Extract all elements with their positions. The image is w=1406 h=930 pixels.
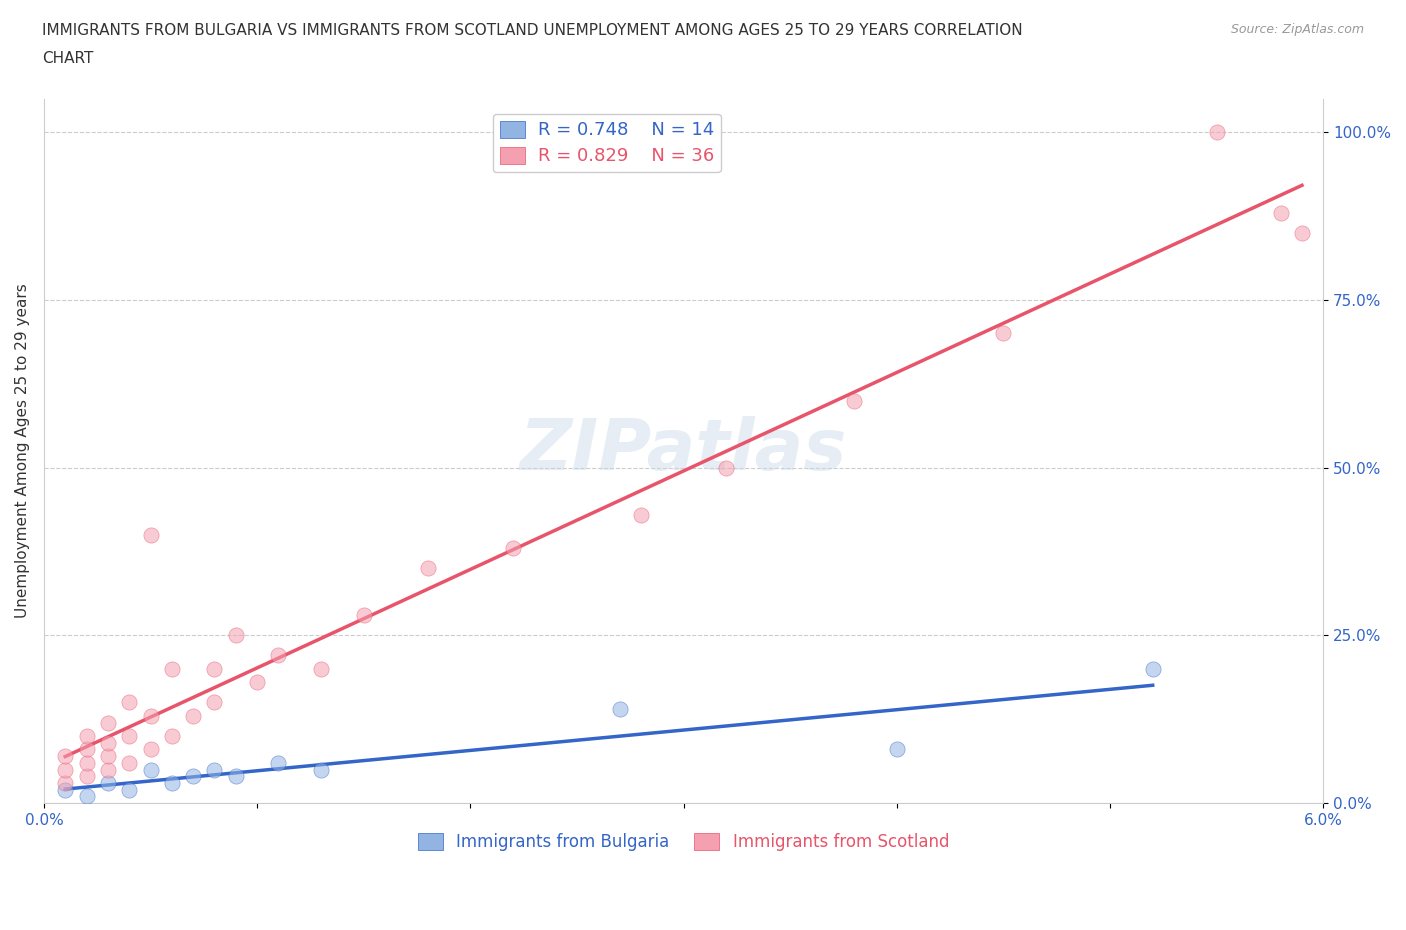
Point <box>53 782 76 797</box>
Point <box>246 675 269 690</box>
Point <box>309 661 332 676</box>
Point <box>225 628 247 643</box>
Point <box>204 661 226 676</box>
Point <box>118 695 141 710</box>
Point <box>225 769 247 784</box>
Point <box>97 762 120 777</box>
Point <box>1291 225 1313 240</box>
Point <box>993 326 1015 341</box>
Text: Source: ZipAtlas.com: Source: ZipAtlas.com <box>1230 23 1364 36</box>
Point <box>844 393 866 408</box>
Point <box>160 776 183 790</box>
Point <box>118 728 141 743</box>
Point <box>76 769 98 784</box>
Point <box>76 755 98 770</box>
Point <box>502 540 524 555</box>
Point <box>1142 661 1164 676</box>
Point <box>416 561 439 576</box>
Point <box>1270 206 1292 220</box>
Point <box>160 661 183 676</box>
Point <box>53 776 76 790</box>
Point <box>139 762 162 777</box>
Point <box>139 709 162 724</box>
Point <box>353 608 375 623</box>
Point <box>267 755 290 770</box>
Point <box>97 776 120 790</box>
Point <box>204 762 226 777</box>
Point <box>97 749 120 764</box>
Point <box>53 749 76 764</box>
Point <box>118 755 141 770</box>
Point <box>118 782 141 797</box>
Point <box>97 715 120 730</box>
Point <box>181 709 204 724</box>
Text: CHART: CHART <box>42 51 94 66</box>
Y-axis label: Unemployment Among Ages 25 to 29 years: Unemployment Among Ages 25 to 29 years <box>15 284 30 618</box>
Point <box>204 695 226 710</box>
Point <box>309 762 332 777</box>
Text: ZIPatlas: ZIPatlas <box>520 417 848 485</box>
Point <box>886 742 908 757</box>
Text: IMMIGRANTS FROM BULGARIA VS IMMIGRANTS FROM SCOTLAND UNEMPLOYMENT AMONG AGES 25 : IMMIGRANTS FROM BULGARIA VS IMMIGRANTS F… <box>42 23 1022 38</box>
Point <box>76 742 98 757</box>
Point <box>76 728 98 743</box>
Point <box>716 460 738 475</box>
Point <box>181 769 204 784</box>
Point <box>630 507 652 522</box>
Point <box>139 527 162 542</box>
Point <box>53 762 76 777</box>
Point <box>160 728 183 743</box>
Point <box>97 736 120 751</box>
Point <box>1205 125 1227 140</box>
Point <box>76 789 98 804</box>
Point <box>267 648 290 663</box>
Point <box>139 742 162 757</box>
Point <box>609 702 631 717</box>
Legend: Immigrants from Bulgaria, Immigrants from Scotland: Immigrants from Bulgaria, Immigrants fro… <box>411 827 956 858</box>
